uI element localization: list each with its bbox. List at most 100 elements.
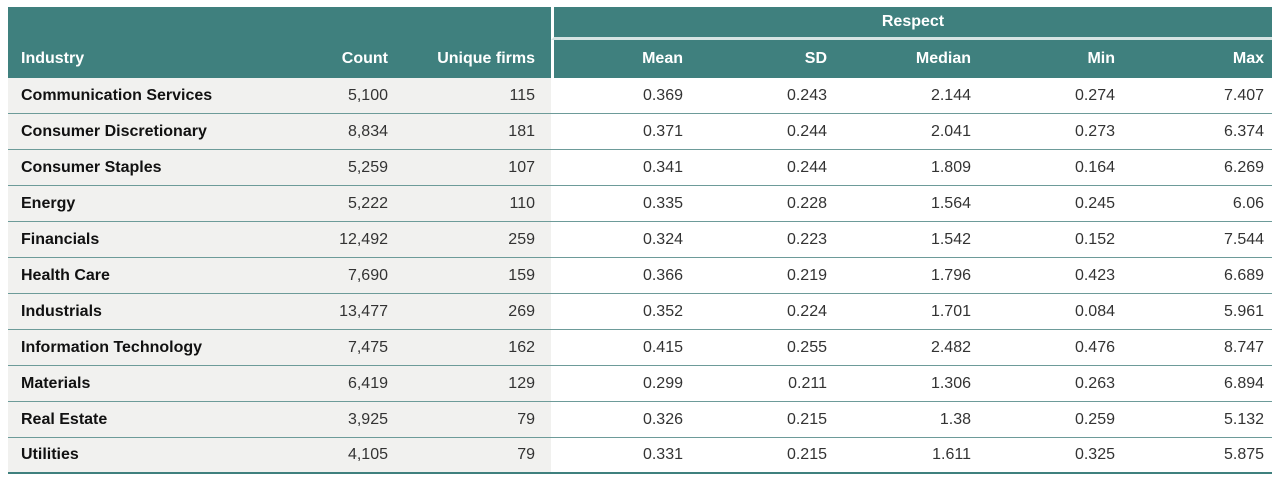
mean-cell: 0.366	[551, 258, 695, 294]
industry-cell: Utilities	[8, 438, 300, 474]
unique-firms-cell: 110	[404, 186, 551, 222]
max-cell: 7.407	[1127, 78, 1273, 114]
sd-cell: 0.244	[695, 114, 839, 150]
unique-firms-cell: 115	[404, 78, 551, 114]
header-corner-spacer	[8, 7, 551, 40]
mean-cell: 0.324	[551, 222, 695, 258]
col-header-mean: Mean	[551, 40, 695, 78]
max-cell: 6.06	[1127, 186, 1273, 222]
min-cell: 0.274	[983, 78, 1127, 114]
sd-cell: 0.219	[695, 258, 839, 294]
median-cell: 2.041	[839, 114, 983, 150]
col-header-count: Count	[300, 40, 404, 78]
min-cell: 0.259	[983, 402, 1127, 438]
unique-firms-cell: 107	[404, 150, 551, 186]
min-cell: 0.084	[983, 294, 1127, 330]
count-cell: 5,100	[300, 78, 404, 114]
sd-cell: 0.215	[695, 438, 839, 474]
industry-cell: Consumer Staples	[8, 150, 300, 186]
min-cell: 0.263	[983, 366, 1127, 402]
unique-firms-cell: 259	[404, 222, 551, 258]
sd-cell: 0.228	[695, 186, 839, 222]
sd-cell: 0.243	[695, 78, 839, 114]
industry-summary-table-container: Respect Industry Count Unique firms Mean…	[8, 7, 1273, 474]
table-row: Health Care 7,690 159 0.366 0.219 1.796 0.423 6…	[8, 258, 1273, 294]
col-header-industry: Industry	[8, 40, 300, 78]
median-cell: 1.701	[839, 294, 983, 330]
min-cell: 0.325	[983, 438, 1127, 474]
median-cell: 1.306	[839, 366, 983, 402]
median-cell: 2.144	[839, 78, 983, 114]
industry-cell: Real Estate	[8, 402, 300, 438]
mean-cell: 0.369	[551, 78, 695, 114]
min-cell: 0.273	[983, 114, 1127, 150]
unique-firms-cell: 162	[404, 330, 551, 366]
count-cell: 3,925	[300, 402, 404, 438]
col-header-sd: SD	[695, 40, 839, 78]
mean-cell: 0.371	[551, 114, 695, 150]
mean-cell: 0.331	[551, 438, 695, 474]
group-header-respect: Respect	[551, 7, 1273, 40]
median-cell: 1.542	[839, 222, 983, 258]
col-header-max: Max	[1127, 40, 1273, 78]
max-cell: 7.544	[1127, 222, 1273, 258]
col-header-unique-firms: Unique firms	[404, 40, 551, 78]
count-cell: 7,690	[300, 258, 404, 294]
industry-cell: Health Care	[8, 258, 300, 294]
unique-firms-cell: 181	[404, 114, 551, 150]
mean-cell: 0.299	[551, 366, 695, 402]
industry-summary-table: Respect Industry Count Unique firms Mean…	[8, 7, 1273, 474]
median-cell: 1.796	[839, 258, 983, 294]
industry-cell: Consumer Discretionary	[8, 114, 300, 150]
table-row: Industrials 13,477 269 0.352 0.224 1.701 0.084…	[8, 294, 1273, 330]
max-cell: 6.894	[1127, 366, 1273, 402]
median-cell: 1.611	[839, 438, 983, 474]
max-cell: 5.132	[1127, 402, 1273, 438]
column-header-row: Industry Count Unique firms Mean SD Medi…	[8, 40, 1273, 78]
col-header-min: Min	[983, 40, 1127, 78]
table-row: Real Estate 3,925 79 0.326 0.215 1.38 0.259 5.1…	[8, 402, 1273, 438]
mean-cell: 0.341	[551, 150, 695, 186]
industry-cell: Energy	[8, 186, 300, 222]
median-cell: 1.564	[839, 186, 983, 222]
max-cell: 5.875	[1127, 438, 1273, 474]
median-cell: 2.482	[839, 330, 983, 366]
industry-cell: Industrials	[8, 294, 300, 330]
table-row: Communication Services 5,100 115 0.369 0.243…	[8, 78, 1273, 114]
col-header-median: Median	[839, 40, 983, 78]
unique-firms-cell: 269	[404, 294, 551, 330]
count-cell: 12,492	[300, 222, 404, 258]
industry-cell: Communication Services	[8, 78, 300, 114]
table-header: Respect Industry Count Unique firms Mean…	[8, 7, 1273, 78]
industry-cell: Financials	[8, 222, 300, 258]
sd-cell: 0.244	[695, 150, 839, 186]
sd-cell: 0.215	[695, 402, 839, 438]
table-row: Consumer Staples 5,259 107 0.341 0.244 1.809 0…	[8, 150, 1273, 186]
industry-cell: Information Technology	[8, 330, 300, 366]
table-row: Materials 6,419 129 0.299 0.211 1.306 0.263 6.8…	[8, 366, 1273, 402]
max-cell: 6.269	[1127, 150, 1273, 186]
table-row: Information Technology 7,475 162 0.415 0.255…	[8, 330, 1273, 366]
max-cell: 6.689	[1127, 258, 1273, 294]
mean-cell: 0.352	[551, 294, 695, 330]
count-cell: 6,419	[300, 366, 404, 402]
unique-firms-cell: 159	[404, 258, 551, 294]
group-header-row: Respect	[8, 7, 1273, 40]
median-cell: 1.809	[839, 150, 983, 186]
mean-cell: 0.335	[551, 186, 695, 222]
count-cell: 5,259	[300, 150, 404, 186]
min-cell: 0.423	[983, 258, 1127, 294]
mean-cell: 0.326	[551, 402, 695, 438]
table-body: Communication Services 5,100 115 0.369 0.243…	[8, 78, 1273, 474]
max-cell: 8.747	[1127, 330, 1273, 366]
max-cell: 6.374	[1127, 114, 1273, 150]
median-cell: 1.38	[839, 402, 983, 438]
industry-cell: Materials	[8, 366, 300, 402]
count-cell: 5,222	[300, 186, 404, 222]
count-cell: 4,105	[300, 438, 404, 474]
min-cell: 0.164	[983, 150, 1127, 186]
mean-cell: 0.415	[551, 330, 695, 366]
table-row: Financials 12,492 259 0.324 0.223 1.542 0.152 7…	[8, 222, 1273, 258]
sd-cell: 0.255	[695, 330, 839, 366]
min-cell: 0.152	[983, 222, 1127, 258]
